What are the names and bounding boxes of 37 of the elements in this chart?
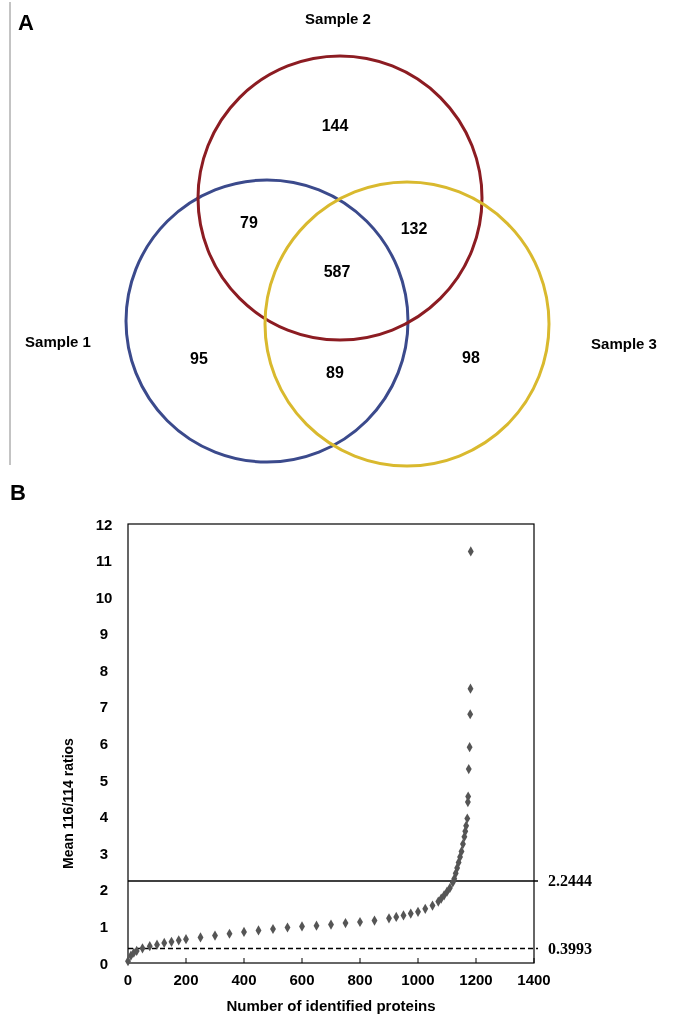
text: 98 [462, 348, 480, 366]
text: 132 [400, 219, 428, 237]
x-tick-label: 400 [231, 971, 257, 988]
y-tick-label: 9 [99, 625, 109, 643]
x-tick-label: 1400 [517, 971, 551, 988]
y-tick-label: 8 [99, 661, 109, 679]
text: 95 [190, 349, 208, 367]
y-tick-label: 6 [99, 735, 109, 752]
y-tick-label: 10 [95, 588, 113, 606]
y-axis-title: Mean 116/114 ratios [60, 737, 76, 869]
x-tick-label: 800 [347, 971, 373, 988]
y-tick-label: 12 [95, 515, 113, 533]
ref-line-label: 0.3993 [548, 939, 592, 957]
text: 89 [326, 363, 344, 381]
x-axis-title: Number of identified proteins [226, 997, 436, 1014]
y-tick-label: 3 [99, 844, 109, 862]
y-tick-label: 0 [99, 954, 109, 972]
text: A [18, 10, 34, 35]
ref-line-label: 2.2444 [548, 872, 592, 890]
x-tick-label: 0 [123, 971, 133, 988]
text: 587 [323, 262, 351, 280]
y-tick-label: 2 [99, 881, 109, 899]
x-tick-label: 1200 [459, 971, 493, 988]
category-label: Sample 1 [25, 333, 91, 350]
x-tick-label: 600 [289, 971, 315, 988]
y-tick-label: 11 [96, 552, 112, 570]
y-tick-label: 7 [99, 698, 109, 716]
category-label: Sample 2 [305, 10, 371, 27]
chart-title: B [10, 480, 26, 505]
x-tick-label: 1000 [401, 971, 435, 988]
y-tick-label: 4 [99, 808, 109, 826]
text: 79 [240, 213, 258, 231]
category-label: Sample 3 [591, 335, 657, 352]
text: 144 [321, 116, 349, 134]
y-tick-label: 1 [99, 917, 109, 935]
x-tick-label: 200 [173, 971, 199, 988]
y-tick-label: 5 [99, 771, 109, 789]
